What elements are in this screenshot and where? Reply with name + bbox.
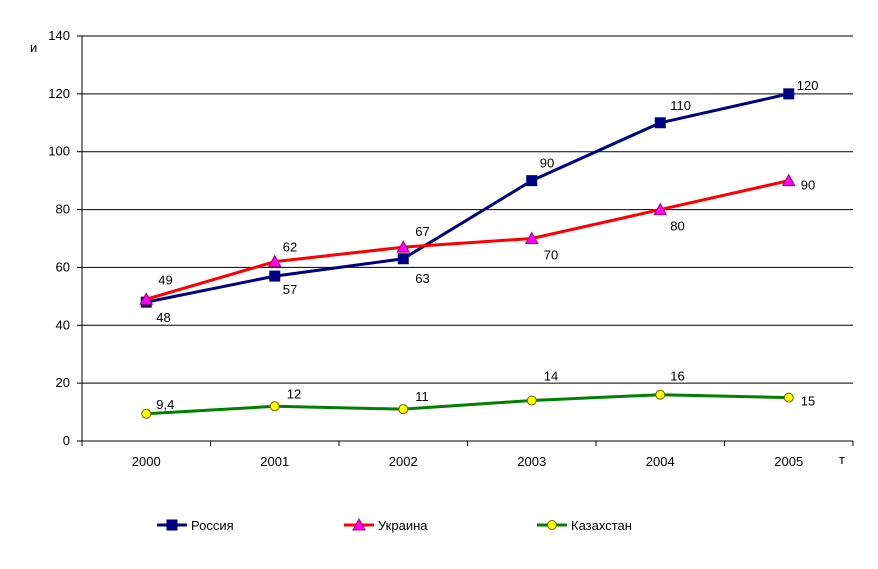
x-tick-label-2000: 2000	[132, 454, 161, 469]
data-label-Украина-2003: 70	[544, 248, 558, 263]
y-tick-label-120: 120	[48, 86, 70, 101]
legend: Россия Украина Казахстан	[157, 517, 632, 533]
data-label-Россия-2004: 110	[670, 98, 691, 113]
legend-item-Россия: Россия	[157, 518, 234, 533]
data-label-Украина-2002: 67	[415, 224, 429, 239]
gridlines	[82, 35, 853, 384]
data-point-Казахстан-2005	[783, 392, 794, 403]
data-label-Казахстан-2002: 11	[415, 389, 429, 404]
data-label-Казахстан-2000: 9,4	[156, 397, 174, 412]
data-point-Казахстан-2001	[269, 401, 280, 412]
x-axis-label: т	[839, 452, 845, 467]
y-tick-labels: 0 20 40 60 80 100 120 140	[48, 28, 70, 448]
x-tick-label-2003: 2003	[517, 454, 546, 469]
data-point-Украина-2001	[267, 254, 282, 268]
data-point-Россия-2005	[783, 88, 795, 100]
data-label-Украина-2000: 49	[158, 272, 172, 287]
y-tick-label-80: 80	[56, 202, 70, 217]
data-point-Украина-2002	[396, 240, 411, 253]
y-tick-label-60: 60	[56, 259, 70, 274]
data-point-Россия-2002	[397, 253, 409, 265]
legend-label-Казахстан: Казахстан	[571, 518, 632, 533]
data-point-Украина-2003	[524, 231, 539, 244]
data-point-Казахстан-2004	[655, 389, 666, 400]
data-point-Украина-2004	[653, 202, 668, 216]
x-tick-label-2004: 2004	[646, 454, 675, 469]
data-label-Россия-2002: 63	[415, 271, 429, 286]
data-point-Россия-2003	[526, 175, 538, 187]
data-label-Украина-2001: 62	[283, 240, 297, 255]
axes	[77, 35, 854, 446]
legend-marker-Украина	[352, 517, 366, 531]
x-tick-label-2005: 2005	[774, 454, 803, 469]
data-label-Казахстан-2005: 15	[801, 394, 815, 409]
data-label-Украина-2004: 80	[670, 219, 684, 234]
y-tick-label-20: 20	[56, 375, 70, 390]
series-Украина: 49 62 67 70 80 90	[139, 173, 815, 305]
data-label-Казахстан-2001: 12	[287, 386, 301, 401]
y-tick-label-100: 100	[48, 144, 70, 159]
series-line-Россия	[145, 92, 790, 304]
data-point-Россия-2004	[654, 117, 666, 129]
y-tick-label-40: 40	[56, 317, 70, 332]
legend-marker-Россия	[166, 519, 178, 531]
legend-item-Украина: Украина	[344, 517, 428, 533]
data-label-Россия-2001: 57	[283, 282, 297, 297]
y-axis-label: и	[30, 40, 37, 55]
series-group: 48 57 63 90 110 120 49 62 67 70 80 90 9,4 12 11 14 16 15	[139, 78, 819, 419]
legend-marker-Казахстан	[547, 520, 557, 530]
legend-label-Россия: Россия	[191, 518, 234, 533]
legend-item-Казахстан: Казахстан	[537, 518, 632, 533]
series-Россия: 48 57 63 90 110 120	[140, 78, 819, 325]
data-label-Украина-2005: 90	[801, 178, 815, 193]
x-tick-labels: 2000 2001 2002 2003 2004 2005	[132, 454, 803, 469]
data-label-Казахстан-2003: 14	[544, 369, 558, 384]
y-tick-label-140: 140	[48, 28, 70, 43]
data-label-Казахстан-2004: 16	[670, 369, 684, 384]
data-point-Украина-2000	[139, 292, 154, 305]
x-tick-label-2002: 2002	[389, 454, 418, 469]
y-tick-label-0: 0	[63, 433, 70, 448]
data-label-Россия-2000: 48	[156, 310, 170, 325]
data-label-Россия-2005: 120	[797, 78, 819, 93]
series-line-Украина	[145, 179, 790, 301]
x-tick-label-2001: 2001	[260, 454, 289, 469]
data-point-Казахстан-2002	[398, 404, 409, 415]
data-point-Россия-2001	[269, 270, 281, 282]
data-point-Казахстан-2003	[526, 395, 537, 406]
data-point-Казахстан-2000	[141, 408, 152, 419]
legend-label-Украина: Украина	[378, 518, 428, 533]
data-label-Россия-2003: 90	[540, 156, 554, 171]
series-Казахстан: 9,4 12 11 14 16 15	[141, 369, 815, 419]
series-line-Казахстан	[146, 393, 789, 416]
data-point-Украина-2005	[781, 173, 796, 187]
